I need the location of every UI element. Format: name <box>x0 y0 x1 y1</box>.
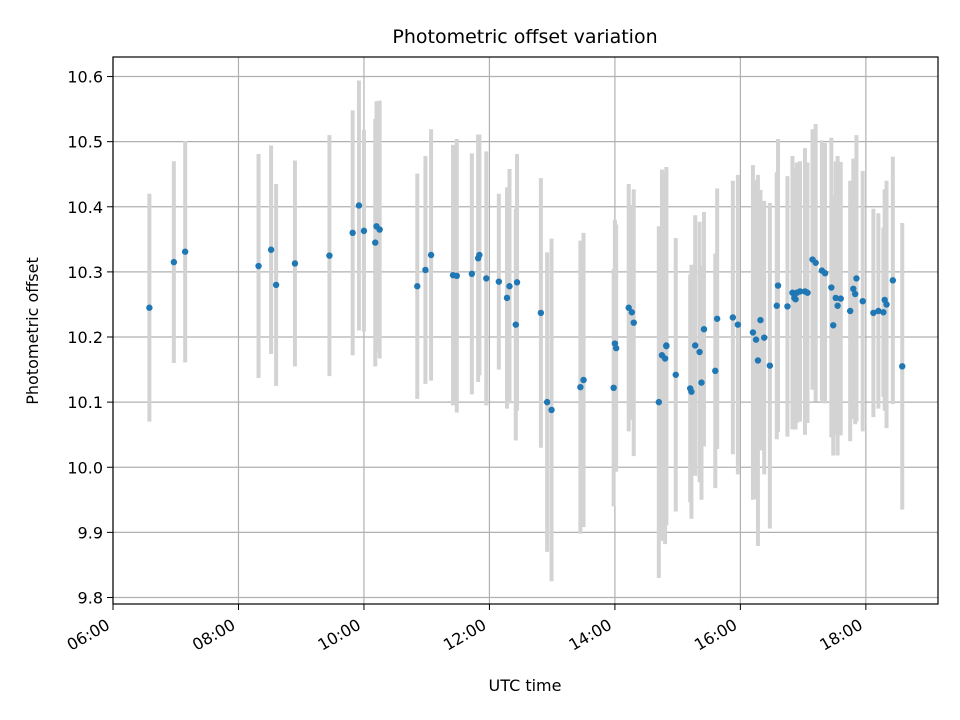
data-point <box>875 307 882 315</box>
data-point <box>789 289 796 296</box>
data-point <box>804 289 811 296</box>
data-point <box>734 321 742 328</box>
data-point <box>883 301 890 308</box>
data-point <box>255 262 262 270</box>
data-point <box>610 384 617 392</box>
data-point <box>688 388 695 395</box>
data-point <box>899 363 906 370</box>
y-axis-ticks: 9.8 9.9 10.0 10.1 10.2 10.3 10.4 10.5 10.6 <box>67 68 113 607</box>
data-point <box>663 342 670 350</box>
y-tick-label: 10.6 <box>67 68 103 87</box>
x-axis-label: UTC time <box>489 676 562 695</box>
data-point <box>713 315 721 322</box>
data-point <box>476 251 483 259</box>
y-tick-label: 9.9 <box>78 523 103 542</box>
y-tick-label: 9.8 <box>78 588 103 607</box>
data-point <box>181 248 189 255</box>
data-point <box>543 398 551 406</box>
data-point <box>712 367 719 375</box>
data-point <box>326 252 333 259</box>
y-tick-label: 10.5 <box>67 133 103 152</box>
data-point <box>851 290 859 298</box>
data-point <box>757 316 764 324</box>
data-point <box>360 227 368 235</box>
data-point <box>752 336 760 343</box>
data-point <box>812 259 819 266</box>
data-point <box>355 202 363 209</box>
data-point <box>506 283 513 290</box>
data-point <box>537 309 545 317</box>
data-point <box>146 304 153 311</box>
data-point <box>513 279 521 286</box>
data-point <box>834 302 841 309</box>
data-point <box>372 239 379 246</box>
data-point <box>577 383 584 391</box>
data-point <box>672 371 679 378</box>
y-tick-label: 10.0 <box>67 458 103 477</box>
data-point <box>761 334 768 341</box>
data-point <box>291 260 299 267</box>
data-point <box>784 303 791 310</box>
data-point <box>698 379 705 386</box>
data-point <box>754 357 762 364</box>
data-point <box>821 269 829 277</box>
y-tick-label: 10.1 <box>67 393 103 412</box>
data-point <box>453 272 461 279</box>
data-point <box>625 304 632 311</box>
data-point <box>837 295 844 302</box>
data-point <box>422 266 429 274</box>
data-point <box>766 362 774 369</box>
data-point <box>853 275 860 282</box>
data-point <box>483 275 490 282</box>
y-tick-label: 10.3 <box>67 263 103 282</box>
data-point <box>655 398 663 406</box>
data-point <box>503 294 511 302</box>
data-point <box>830 322 837 329</box>
data-point <box>700 325 708 333</box>
data-point <box>580 376 587 384</box>
data-point <box>796 288 804 295</box>
y-axis-label: Photometric offset <box>23 257 42 405</box>
data-point <box>696 348 703 356</box>
data-point <box>880 309 887 316</box>
data-point <box>773 302 780 309</box>
data-point <box>512 321 519 328</box>
data-point <box>850 285 857 293</box>
data-point <box>729 314 737 321</box>
plot-frame <box>112 56 939 605</box>
data-points <box>146 202 906 414</box>
data-point <box>170 258 178 266</box>
data-point <box>774 282 782 289</box>
data-point <box>349 229 356 237</box>
data-point <box>832 294 839 302</box>
data-point <box>272 281 280 289</box>
data-point <box>495 278 503 285</box>
data-point <box>846 307 854 315</box>
data-point <box>859 297 866 305</box>
data-point <box>630 319 637 326</box>
data-point <box>267 246 275 253</box>
chart-title: Photometric offset variation <box>392 26 657 48</box>
data-point <box>628 309 636 316</box>
data-point <box>889 277 897 284</box>
data-point <box>692 342 699 349</box>
data-point <box>792 296 799 303</box>
data-point <box>828 284 835 291</box>
data-point <box>376 226 383 233</box>
data-point <box>612 344 620 352</box>
data-point <box>468 270 476 278</box>
data-point <box>414 283 421 290</box>
data-point <box>427 251 435 259</box>
data-point <box>661 355 669 362</box>
data-point <box>548 406 555 414</box>
y-tick-label: 10.4 <box>67 198 103 217</box>
y-tick-label: 10.2 <box>67 328 103 347</box>
data-point <box>870 309 877 317</box>
data-point <box>749 329 757 336</box>
